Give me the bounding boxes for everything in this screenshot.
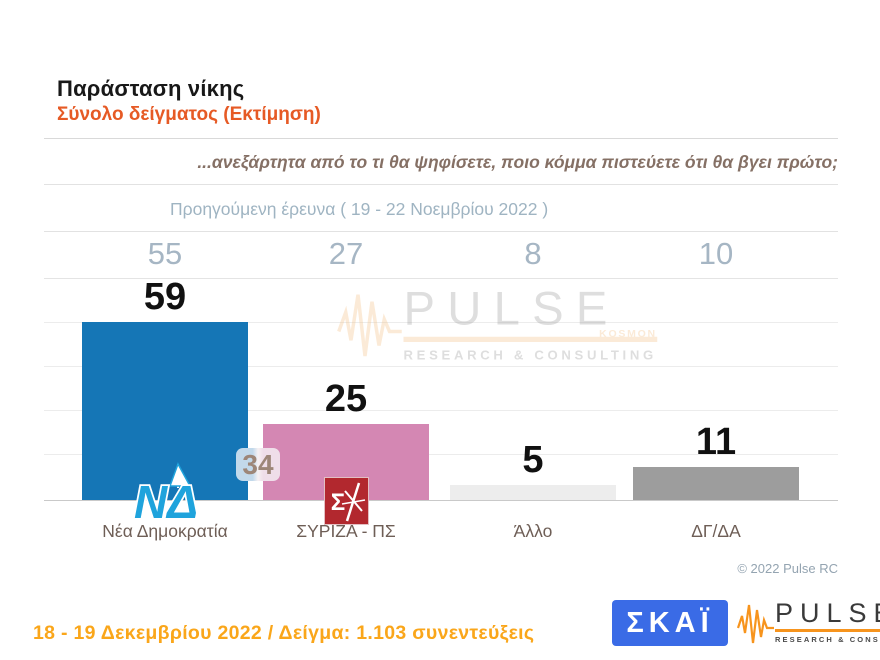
pulse-underline: KOSMON xyxy=(775,629,880,632)
category-label: Άλλο xyxy=(513,521,553,541)
pulse-subbrand-text: KOSMON xyxy=(599,329,657,341)
previous-survey-value: 55 xyxy=(147,236,183,271)
pulse-waveform-icon xyxy=(736,600,775,651)
gridline xyxy=(44,366,838,367)
category-label: Νέα Δημοκρατία xyxy=(102,521,228,541)
gap-badge: 34 xyxy=(236,448,280,481)
bar xyxy=(450,485,616,500)
pulse-tagline-text: RESEARCH & CONSULTING xyxy=(403,347,657,363)
page-subtitle: Σύνολο δείγματος (Εκτίμηση) xyxy=(57,104,321,125)
bar xyxy=(633,467,799,500)
pulse-watermark-logo: PULSE KOSMON RESEARCH & CONSULTING xyxy=(337,282,657,368)
svg-text:Σ: Σ xyxy=(331,489,345,516)
previous-survey-value: 27 xyxy=(328,236,364,271)
footer-survey-note: 18 - 19 Δεκεμβρίου 2022 / Δείγμα: 1.103 … xyxy=(33,622,535,644)
bar-value-label: 59 xyxy=(143,276,187,318)
previous-survey-label: Προηγούμενη έρευνα ( 19 - 22 Νοεμβρίου 2… xyxy=(170,199,549,219)
pulse-tagline-text: RESEARCH & CONSULTING xyxy=(775,635,880,644)
separator xyxy=(44,231,838,232)
pulse-underline: KOSMON xyxy=(403,330,657,342)
skai-logo: ΣΚΑΪ xyxy=(612,600,728,646)
svg-text:ΝΔ: ΝΔ xyxy=(134,476,198,524)
nd-party-logo: ΝΔ xyxy=(116,462,216,530)
pulse-brand-text: PULSE xyxy=(775,598,880,628)
bar-value-label: 25 xyxy=(324,378,368,420)
bar-value-label: 11 xyxy=(695,421,737,463)
gridline xyxy=(44,410,838,411)
page-title: Παράσταση νίκης xyxy=(57,76,245,101)
bar-value-label: 5 xyxy=(522,439,544,481)
pulse-brand-text: PULSE xyxy=(403,282,620,335)
category-label: ΔΓ/ΔΑ xyxy=(691,521,741,541)
gridline xyxy=(44,278,838,279)
bar xyxy=(82,322,248,500)
previous-survey-value: 8 xyxy=(524,236,542,271)
gridline xyxy=(44,322,838,323)
copyright-text: © 2022 Pulse RC xyxy=(737,561,838,576)
syriza-party-logo: Σ xyxy=(324,477,369,530)
separator xyxy=(44,138,838,139)
survey-question: ...ανεξάρτητα από το τι θα ψηφίσετε, ποι… xyxy=(197,152,838,172)
gridline xyxy=(44,454,838,455)
chart-baseline xyxy=(44,500,838,501)
pulse-waveform-icon xyxy=(337,286,404,368)
pulse-logo: PULSE KOSMON RESEARCH & CONSULTING xyxy=(736,598,880,651)
separator xyxy=(44,184,838,185)
previous-survey-value: 10 xyxy=(698,236,734,271)
category-label: ΣΥΡΙΖΑ - ΠΣ xyxy=(296,521,396,541)
